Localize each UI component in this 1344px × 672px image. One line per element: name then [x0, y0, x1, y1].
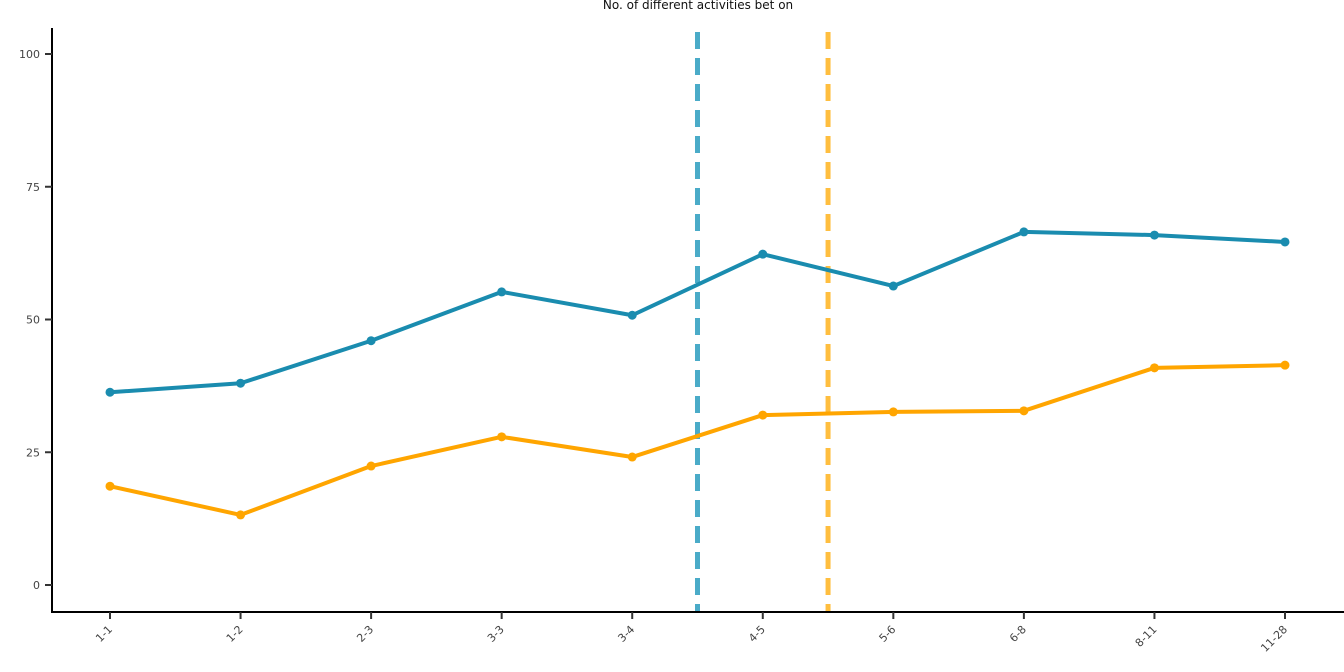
data-point-orange — [105, 481, 115, 491]
data-point-orange — [497, 432, 507, 442]
chart-title: No. of different activities bet on — [603, 0, 793, 12]
x-tick-label: 11-28 — [1258, 623, 1290, 655]
x-tick-label: 2-3 — [354, 623, 376, 645]
data-point-blue — [1149, 230, 1159, 240]
data-point-orange — [758, 410, 768, 420]
y-tick-label: 50 — [26, 314, 40, 327]
data-point-orange — [1019, 406, 1029, 416]
x-tick-label: 1-1 — [93, 623, 115, 645]
data-point-blue — [105, 387, 115, 397]
data-point-blue — [627, 310, 637, 320]
x-tick-label: 8-11 — [1133, 623, 1160, 650]
data-point-orange — [366, 461, 376, 471]
x-tick-label: 3-4 — [615, 623, 637, 645]
data-point-orange — [236, 510, 246, 520]
x-tick-label: 4-5 — [746, 623, 768, 645]
series-line-orange — [109, 363, 1286, 517]
data-point-orange — [1280, 360, 1290, 370]
y-tick-label: 0 — [33, 579, 40, 592]
data-point-blue — [758, 249, 768, 259]
data-point-blue — [366, 336, 376, 346]
x-tick-label: 5-6 — [877, 623, 899, 645]
data-point-orange — [627, 452, 637, 462]
data-point-blue — [1019, 227, 1029, 237]
data-point-blue — [497, 287, 507, 297]
data-point-orange — [888, 407, 898, 417]
data-point-blue — [888, 281, 898, 291]
y-tick-label: 100 — [19, 48, 40, 61]
x-tick-label: 1-2 — [224, 623, 246, 645]
series-line-blue — [109, 229, 1286, 395]
y-tick-label: 75 — [26, 181, 40, 194]
x-tick-label: 3-3 — [485, 623, 507, 645]
data-point-blue — [236, 378, 246, 388]
data-point-blue — [1280, 237, 1290, 247]
y-tick-label: 25 — [26, 446, 40, 459]
x-tick-label: 6-8 — [1007, 623, 1029, 645]
data-point-orange — [1149, 363, 1159, 373]
